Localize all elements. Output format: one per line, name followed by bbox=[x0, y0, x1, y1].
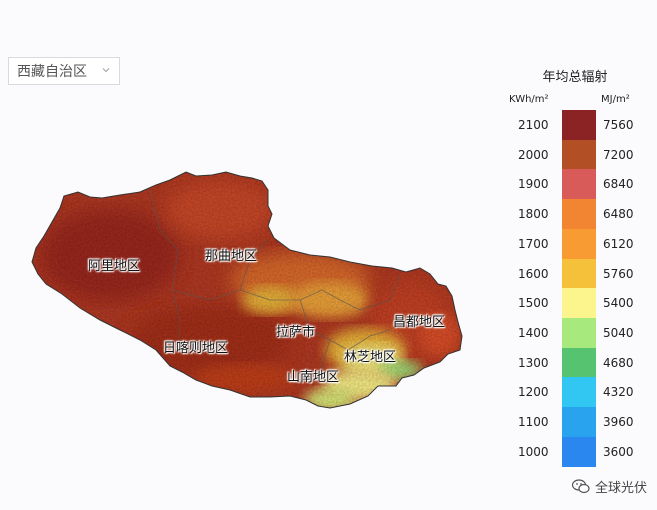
legend-kwh-label: 2100 bbox=[518, 118, 549, 132]
legend-mj-label: 3960 bbox=[603, 415, 634, 429]
chevron-down-icon bbox=[102, 68, 110, 73]
legend-mj-label: 6840 bbox=[603, 177, 634, 192]
legend-swatch bbox=[562, 199, 596, 230]
legend-kwh-label: 1900 bbox=[518, 177, 549, 192]
watermark-text: 全球光伏 bbox=[594, 481, 647, 496]
legend-swatch bbox=[562, 288, 596, 319]
map-area: 阿里地区 那曲地区 昌都地区 拉萨市 日喀则地区 林芝地区 山南地区 bbox=[31, 171, 463, 409]
legend-swatch bbox=[562, 258, 596, 289]
legend-kwh-label: 1300 bbox=[518, 355, 549, 370]
legend-swatch bbox=[562, 407, 596, 438]
legend-swatch bbox=[562, 436, 596, 467]
map-label-shannan: 山南地区 bbox=[287, 370, 340, 385]
legend-mj-label: 6480 bbox=[603, 207, 634, 222]
legend-kwh-label: 1200 bbox=[518, 385, 549, 400]
legend-kwh-label: 1600 bbox=[518, 266, 549, 281]
legend-mj-label: 5760 bbox=[603, 266, 634, 281]
legend-mj-label: 7200 bbox=[603, 147, 634, 162]
map-label-lasa: 拉萨市 bbox=[276, 325, 316, 340]
legend-swatch bbox=[562, 228, 596, 259]
region-select[interactable]: 西藏自治区 bbox=[8, 57, 120, 85]
legend-kwh-label: 2000 bbox=[518, 147, 549, 162]
tibet-map bbox=[31, 171, 463, 409]
legend-mj-label: 7560 bbox=[603, 118, 634, 132]
map-label-linzhi: 林芝地区 bbox=[344, 350, 397, 365]
map-label-rikaze: 日喀则地区 bbox=[163, 341, 229, 356]
watermark: 全球光伏 bbox=[571, 477, 647, 496]
map-label-ali: 阿里地区 bbox=[88, 259, 141, 274]
legend-kwh-label: 1100 bbox=[518, 415, 549, 429]
legend-swatch bbox=[562, 317, 596, 349]
legend-kwh-label: 1500 bbox=[518, 296, 549, 311]
legend-kwh-label: 1400 bbox=[518, 325, 549, 340]
legend-swatch bbox=[562, 347, 596, 378]
legend-mj-label: 4320 bbox=[603, 385, 634, 400]
legend-title: 年均总辐射 bbox=[542, 70, 608, 85]
legend-kwh-label: 1000 bbox=[518, 444, 549, 459]
legend-mj-label: 4680 bbox=[603, 355, 634, 370]
legend-swatch bbox=[562, 110, 596, 141]
legend-kwh-label: 1800 bbox=[518, 207, 549, 222]
legend-mj-label: 5400 bbox=[603, 296, 634, 311]
region-select-value: 西藏自治区 bbox=[17, 64, 87, 80]
legend-swatch bbox=[562, 139, 596, 170]
map-label-naqu: 那曲地区 bbox=[205, 249, 258, 264]
legend-mj-label: 6120 bbox=[603, 236, 634, 251]
map-label-changdu: 昌都地区 bbox=[393, 315, 446, 330]
legend-unit-kwh: KWh/m² bbox=[509, 94, 549, 105]
legend-mj-label: 3600 bbox=[603, 444, 634, 459]
legend-unit-mj: MJ/m² bbox=[601, 94, 630, 105]
radiation-legend: 年均总辐射 KWh/m² MJ/m² 2100 7560 2000 7200 1900 6… bbox=[505, 62, 655, 482]
legend-kwh-label: 1700 bbox=[518, 236, 549, 251]
wechat-icon bbox=[571, 479, 590, 494]
legend-swatch bbox=[562, 169, 596, 200]
legend-mj-label: 5040 bbox=[603, 325, 634, 340]
legend-swatch bbox=[562, 377, 596, 408]
